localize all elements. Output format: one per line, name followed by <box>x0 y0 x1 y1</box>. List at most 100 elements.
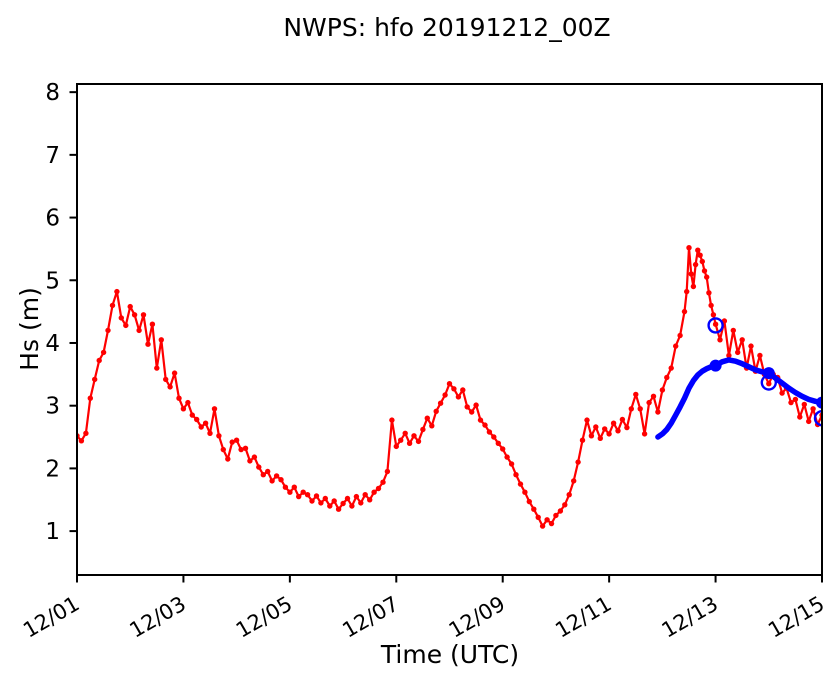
observed-hs-point <box>708 302 714 309</box>
observed-hs-point <box>131 312 138 318</box>
observed-hs-point <box>202 420 209 426</box>
y-tick-label-4: 4 <box>45 331 60 357</box>
observed-hs-point <box>180 406 187 412</box>
observed-hs-point <box>353 493 360 500</box>
x-tick-label-12/11: 12/11 <box>551 592 615 643</box>
observed-hs-point <box>588 433 595 439</box>
observed-24h-markers-point <box>760 374 777 391</box>
observed-hs-point <box>531 506 537 512</box>
observed-hs-point <box>273 473 280 479</box>
observed-hs-point <box>486 429 493 435</box>
y-tick-label-2: 2 <box>45 456 60 482</box>
forecast-24h-markers-point <box>709 359 722 372</box>
observed-hs-point <box>695 247 701 253</box>
x-tick-label-12/15: 12/15 <box>764 592 828 643</box>
observed-hs-point <box>242 445 249 451</box>
observed-hs-point <box>225 456 231 462</box>
observed-hs-point <box>562 502 568 508</box>
x-tick-label-12/01: 12/01 <box>19 592 83 643</box>
observed-hs-point <box>673 343 679 349</box>
observed-hs-point <box>340 500 346 507</box>
observed-hs-point <box>684 288 690 295</box>
observed-hs-point <box>109 302 116 309</box>
observed-hs-point <box>238 446 244 453</box>
nwps-forecast-hs-line <box>655 357 822 440</box>
forecast-24h-markers-point <box>816 396 822 409</box>
observed-hs-point <box>637 406 643 412</box>
observed-hs-point <box>615 428 621 434</box>
observed-hs-point <box>726 352 732 359</box>
observed-hs-point <box>429 423 435 429</box>
observed-hs-point <box>553 512 559 519</box>
observed-hs-point <box>163 376 169 383</box>
observed-hs-point <box>304 492 311 498</box>
observed-hs-point <box>424 415 430 421</box>
observed-hs-point <box>189 412 195 418</box>
observed-24h-markers-series <box>707 317 822 427</box>
observed-hs-point <box>535 514 541 520</box>
observed-hs-point <box>198 424 204 430</box>
observed-24h-markers-point <box>707 317 724 334</box>
observed-hs-point <box>105 327 111 334</box>
observed-hs-point <box>806 418 812 425</box>
observed-hs-point <box>83 430 89 436</box>
y-axis-label: Hs (m) <box>15 287 44 371</box>
observed-hs-point <box>712 321 719 327</box>
observed-hs-point <box>482 422 488 428</box>
observed-hs-point <box>149 321 156 327</box>
y-tick-label-6: 6 <box>45 206 60 232</box>
x-tick-label-12/09: 12/09 <box>445 592 509 643</box>
observed-hs-point <box>406 440 413 446</box>
observed-hs-point <box>557 508 564 514</box>
observed-hs-point <box>641 431 648 437</box>
observed-hs-point <box>677 332 683 339</box>
observed-hs-point <box>517 481 524 487</box>
x-axis-label: Time (UTC) <box>380 640 519 669</box>
observed-hs-point <box>278 477 284 483</box>
observed-hs-point <box>309 498 315 504</box>
observed-hs-point <box>602 426 608 432</box>
observed-hs-point <box>690 283 697 290</box>
observed-hs-point <box>176 395 182 401</box>
observed-hs-point <box>291 484 297 490</box>
observed-hs-point <box>446 381 453 387</box>
observed-hs-point <box>730 327 736 334</box>
observed-hs-point <box>185 399 191 406</box>
observed-hs-point <box>735 349 741 356</box>
observed-hs-point <box>566 492 572 498</box>
observed-hs-point <box>158 337 164 343</box>
observed-hs-point <box>415 438 422 445</box>
observed-hs-point <box>508 461 515 467</box>
observed-hs-point <box>739 337 745 343</box>
observed-hs-point <box>167 384 173 390</box>
y-tick-label-5: 5 <box>45 268 60 294</box>
observed-hs-point <box>287 489 293 495</box>
observed-hs-point <box>584 417 590 423</box>
observed-hs-point <box>451 386 457 392</box>
observed-24h-markers-point <box>813 410 822 427</box>
y-tick-label-7: 7 <box>45 143 60 169</box>
observed-hs-point <box>469 409 475 415</box>
observed-hs-point <box>704 274 710 280</box>
observed-hs-point <box>247 458 253 464</box>
observed-hs-point <box>229 439 235 445</box>
observed-hs-point <box>87 395 94 401</box>
observed-hs-point <box>606 431 612 437</box>
observed-hs-point <box>358 500 364 506</box>
observed-hs-point <box>442 392 448 398</box>
observed-hs-point <box>171 370 178 376</box>
observed-hs-point <box>619 416 626 423</box>
observed-hs-series <box>77 245 822 529</box>
observed-hs-point <box>624 424 630 431</box>
observed-hs-point <box>686 245 692 251</box>
observed-hs-point <box>460 387 466 393</box>
observed-hs-point <box>477 417 484 423</box>
observed-hs-point <box>114 288 120 295</box>
y-tick-label-1: 1 <box>45 519 60 545</box>
observed-hs-point <box>710 312 717 318</box>
observed-hs-point <box>668 365 674 371</box>
observed-hs-point <box>331 498 337 504</box>
observed-hs-point <box>349 503 355 509</box>
observed-hs-point <box>389 417 395 423</box>
